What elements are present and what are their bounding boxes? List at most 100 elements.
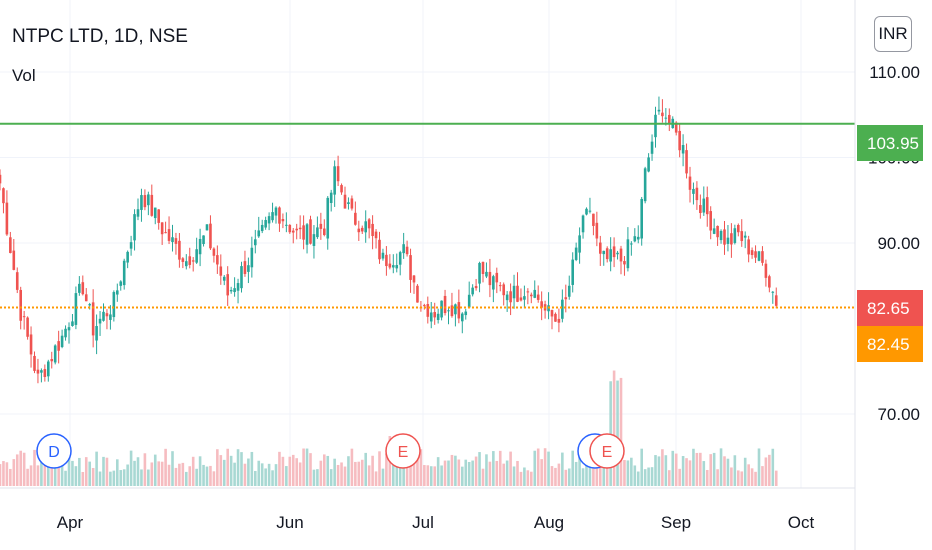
volume-bar (84, 457, 88, 486)
volume-bar (533, 450, 537, 486)
candle-body (692, 188, 695, 194)
candle-body (105, 313, 109, 317)
candle-body (316, 227, 319, 238)
volume-bar (592, 465, 595, 486)
volume-bar (633, 465, 637, 486)
candle-body (737, 224, 740, 233)
volume-bar (636, 471, 640, 486)
candle-body (536, 294, 540, 300)
volume-bar (668, 470, 671, 486)
volume-bar (771, 448, 775, 486)
candle-body (699, 205, 702, 214)
candle-body (133, 214, 136, 241)
candle-body (405, 246, 409, 255)
candle-body (50, 359, 54, 362)
candle-body (705, 197, 709, 215)
candle-body (226, 274, 229, 296)
candle-body (492, 276, 495, 290)
volume-bar (340, 462, 343, 486)
candle-body (478, 262, 481, 284)
volume-bar (526, 470, 530, 486)
candle-body (198, 238, 202, 255)
volume-bar (426, 465, 430, 486)
candle-body (233, 288, 236, 293)
candle-body (385, 254, 388, 267)
volume-bar (471, 460, 474, 486)
candle-body (447, 310, 450, 312)
volume-bar (509, 451, 512, 486)
candle-body (595, 222, 599, 239)
candle-body (116, 290, 119, 295)
volume-bar (692, 448, 695, 486)
volume-bar (561, 452, 564, 486)
price-label-box (857, 290, 923, 326)
volume-bar (416, 453, 419, 486)
candle-body (436, 313, 440, 320)
volume-bar (519, 471, 523, 486)
candle-body (95, 326, 98, 341)
volume-bar (502, 463, 505, 486)
volume-bar (50, 457, 54, 486)
volume-bar (122, 469, 126, 486)
candle-body (281, 218, 285, 222)
volume-bar (505, 460, 509, 486)
volume-bar (36, 465, 40, 486)
candle-body (40, 370, 43, 373)
candle-body (364, 221, 367, 233)
volume-bar (171, 451, 174, 486)
volume-bar (543, 448, 547, 486)
volume-bar (436, 457, 440, 486)
candle-body (136, 209, 140, 217)
candle-body (409, 255, 412, 280)
currency-button[interactable]: INR (874, 16, 912, 52)
candle-body (26, 317, 29, 337)
candle-body (374, 231, 378, 239)
candle-body (343, 194, 347, 209)
candle-body (440, 300, 443, 318)
candle-body (509, 291, 512, 303)
volume-bar (33, 449, 36, 486)
volume-bar (640, 448, 643, 486)
candle-body (526, 291, 530, 293)
volume-bar (53, 462, 57, 486)
candle-body (723, 229, 726, 245)
volume-bar (278, 451, 281, 486)
candle-body (160, 222, 164, 235)
candle-body (685, 150, 688, 174)
volume-bar (164, 448, 167, 486)
candle-body (209, 223, 212, 249)
time-axis: Apr Jun Jul Aug Sep Oct (57, 513, 815, 532)
candle-body (474, 286, 478, 289)
volume-bar (102, 456, 105, 486)
candle-body (523, 296, 526, 300)
candle-body (498, 285, 502, 287)
volume-bar (488, 461, 492, 486)
volume-bar (457, 459, 461, 486)
volume-bar (685, 458, 688, 486)
candle-body (764, 263, 768, 278)
volume-bar (512, 466, 516, 486)
volume-bar (433, 466, 436, 486)
candle-body (643, 168, 647, 202)
volume-bar (478, 452, 481, 486)
candle-body (485, 271, 488, 277)
candle-body (709, 211, 712, 231)
volume-bar (64, 470, 67, 486)
volume-bar (178, 463, 181, 486)
candle-body (312, 234, 316, 246)
volume-bar (29, 465, 33, 486)
volume-bar (260, 463, 264, 486)
candle-body (426, 304, 430, 317)
candle-body (340, 185, 343, 193)
volume-bar (768, 454, 771, 486)
candle-body (126, 251, 129, 263)
candle-body (240, 266, 243, 289)
volume-bar (160, 461, 164, 486)
volume-bar (450, 454, 454, 486)
volume-bar (492, 451, 495, 486)
volume-bar (67, 452, 71, 486)
volume-bar (329, 469, 333, 486)
candle-body (398, 252, 402, 265)
candle-body (53, 345, 57, 363)
